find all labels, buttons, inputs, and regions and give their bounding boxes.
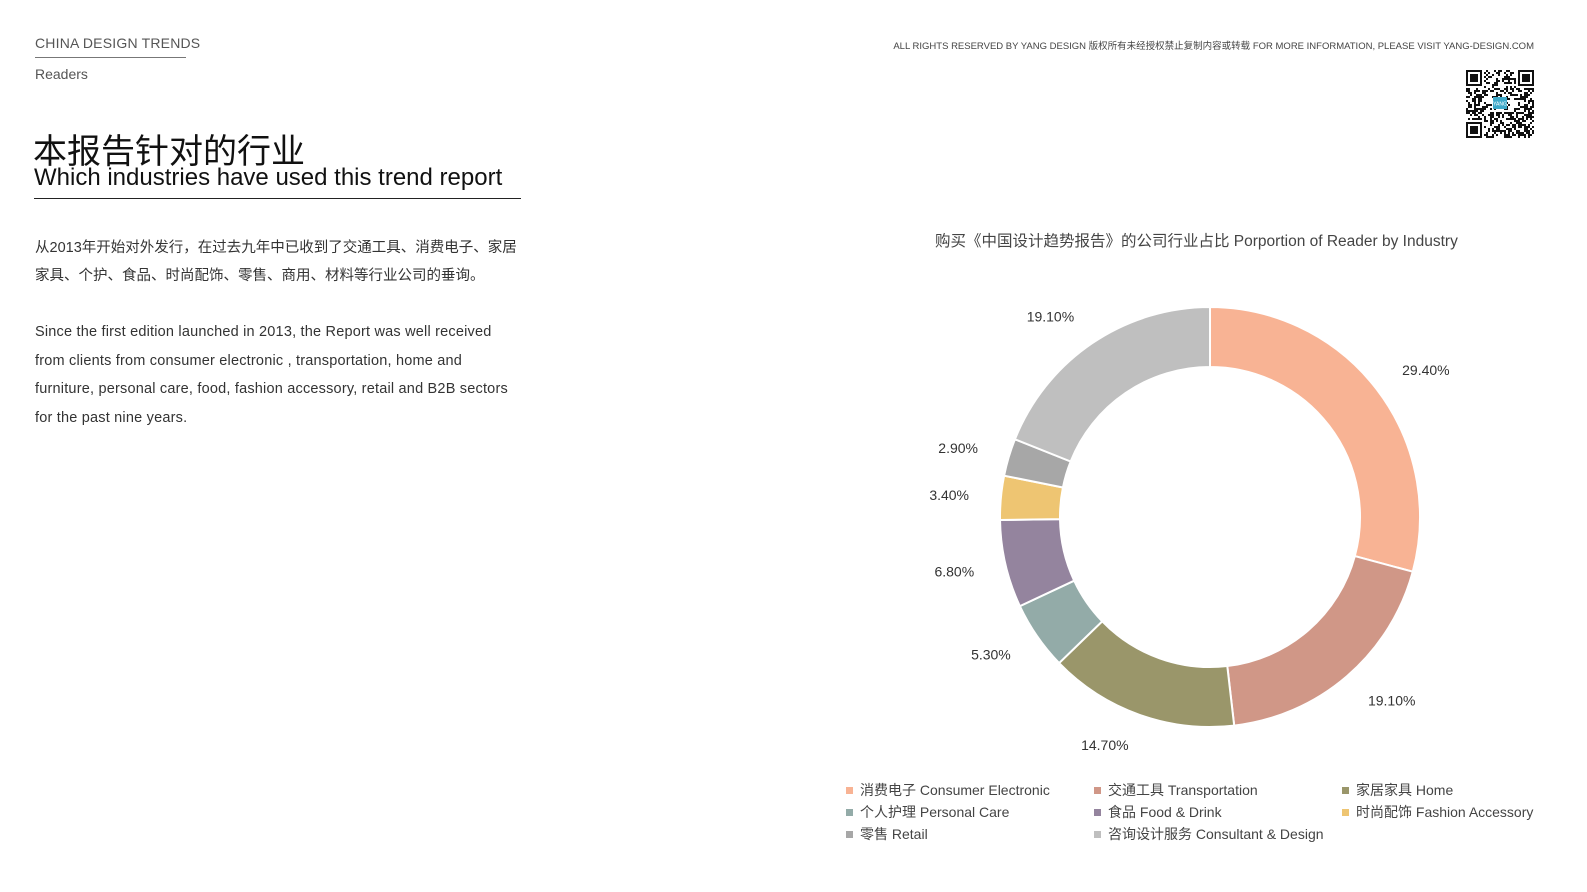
section-label: Readers [35,66,88,82]
legend-label: 消费电子 Consumer Electronic [860,782,1050,798]
legend-item: 个人护理 Personal Care [846,802,1009,822]
legend-item: 消费电子 Consumer Electronic [846,780,1050,800]
intro-paragraph-cn: 从2013年开始对外发行，在过去九年中已收到了交通工具、消费电子、家居家具、个护… [35,240,517,284]
legend-label: 家居家具 Home [1356,782,1454,798]
legend-item: 时尚配饰 Fashion Accessory [1342,802,1533,822]
legend-swatch [1342,786,1349,794]
donut-chart: 29.40% 19.10% 14.70% 5.30% 6.80% 3.40% 2.90% 19… [929,305,1450,753]
legend-swatch [846,786,853,794]
legend-swatch [1342,808,1349,816]
slice-data-label: 29.40% [1402,362,1449,378]
brand-name: CHINA DESIGN TRENDS [35,35,201,51]
intro-paragraph-en: Since the first edition launched in 2013… [35,324,508,426]
donut-slice [1013,305,1211,463]
legend-swatch [1094,786,1101,794]
legend-swatch [846,808,853,816]
legend-label: 交通工具 Transportation [1108,782,1258,798]
slice-data-label: 19.10% [1027,309,1074,325]
copyright-notice: ALL RIGHTS RESERVED BY YANG DESIGN 版权所有未… [893,41,1534,52]
legend-item: 家居家具 Home [1342,780,1453,800]
legend-label: 个人护理 Personal Care [860,804,1010,820]
legend-label: 食品 Food & Drink [1108,804,1222,820]
slice-data-label: 19.10% [1368,692,1415,708]
legend-swatch [1094,808,1101,816]
title-underline [34,198,521,199]
slice-data-label: 6.80% [934,563,974,579]
legend-swatch [846,830,853,838]
legend-item: 咨询设计服务 Consultant & Design [1094,824,1324,844]
donut-slice [1209,305,1421,573]
qr-code-icon: YANG [1466,70,1534,138]
slice-data-label: 3.40% [929,487,969,503]
legend-item: 零售 Retail [846,824,928,844]
legend-label: 时尚配饰 Fashion Accessory [1356,804,1534,820]
legend-item: 食品 Food & Drink [1094,802,1222,822]
legend-item: 交通工具 Transportation [1094,780,1258,800]
legend-label: 咨询设计服务 Consultant & Design [1108,826,1324,842]
slice-data-label: 14.70% [1081,737,1128,753]
slice-data-label: 2.90% [938,440,978,456]
legend-swatch [1094,830,1101,838]
page-title-en: Which industries have used this trend re… [34,164,503,191]
qr-badge-text: YANG [1493,102,1507,108]
page-title-cn: 本报告针对的行业 [33,133,305,171]
legend-label: 零售 Retail [860,826,928,842]
brand-underline [35,57,186,58]
chart-title: 购买《中国设计趋势报告》的公司行业占比 Porportion of Reader… [935,233,1458,250]
slice-data-label: 5.30% [971,646,1011,662]
